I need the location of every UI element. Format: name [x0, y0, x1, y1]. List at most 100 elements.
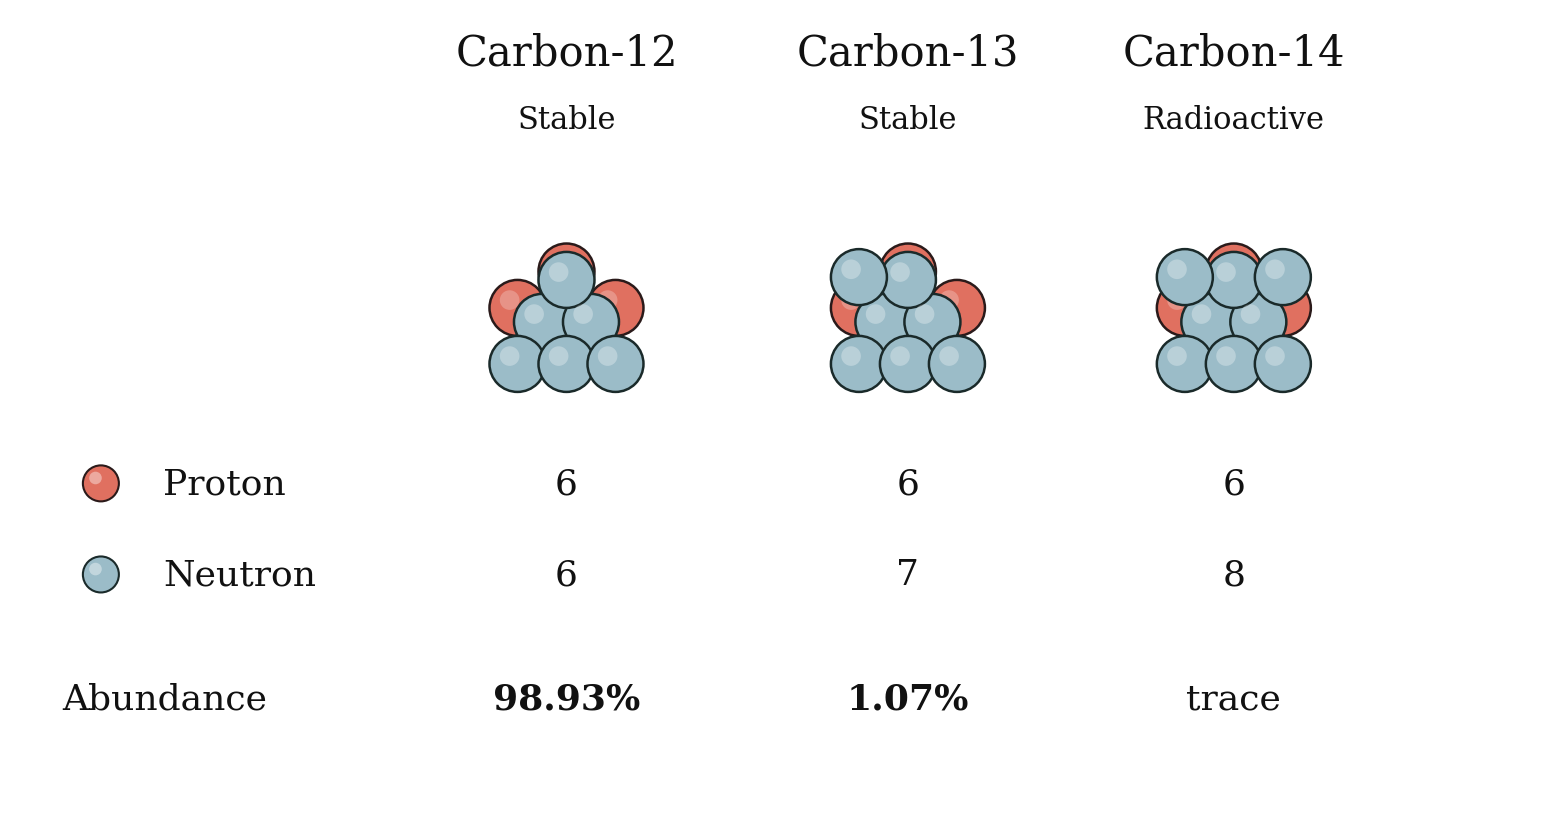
Text: 1.07%: 1.07%	[847, 681, 968, 716]
Circle shape	[500, 347, 520, 366]
Circle shape	[880, 337, 936, 393]
Circle shape	[549, 291, 568, 310]
Circle shape	[1206, 280, 1262, 337]
Circle shape	[880, 280, 936, 337]
Circle shape	[549, 255, 568, 274]
Circle shape	[1256, 337, 1311, 393]
Circle shape	[855, 294, 911, 351]
Circle shape	[1156, 280, 1212, 337]
Circle shape	[1265, 261, 1285, 280]
Circle shape	[891, 347, 909, 366]
Circle shape	[1240, 305, 1260, 324]
Text: 6: 6	[556, 466, 577, 501]
Circle shape	[830, 250, 886, 306]
Circle shape	[930, 337, 986, 393]
Circle shape	[588, 280, 644, 337]
Circle shape	[1167, 291, 1187, 310]
Circle shape	[1167, 261, 1187, 280]
Circle shape	[1192, 305, 1211, 324]
Text: 98.93%: 98.93%	[494, 681, 639, 716]
Circle shape	[891, 255, 909, 274]
Circle shape	[539, 252, 594, 308]
Circle shape	[573, 330, 593, 350]
Circle shape	[525, 305, 543, 324]
Circle shape	[1206, 337, 1262, 393]
Text: Proton: Proton	[163, 466, 286, 501]
Text: trace: trace	[1186, 681, 1282, 716]
Circle shape	[514, 320, 570, 375]
Circle shape	[841, 261, 861, 280]
Circle shape	[1265, 347, 1285, 366]
Circle shape	[1265, 291, 1285, 310]
Circle shape	[1206, 244, 1262, 300]
Circle shape	[489, 337, 545, 393]
Circle shape	[1167, 347, 1187, 366]
Circle shape	[82, 466, 120, 502]
Circle shape	[891, 263, 909, 283]
Text: 6: 6	[556, 557, 577, 592]
Circle shape	[841, 347, 861, 366]
Circle shape	[598, 347, 618, 366]
Text: Carbon-13: Carbon-13	[796, 33, 1020, 74]
Circle shape	[539, 244, 594, 300]
Circle shape	[588, 337, 644, 393]
Circle shape	[866, 330, 885, 350]
Text: Neutron: Neutron	[163, 557, 317, 592]
Circle shape	[598, 291, 618, 310]
Circle shape	[1192, 330, 1211, 350]
Circle shape	[866, 305, 885, 324]
Circle shape	[855, 320, 911, 375]
Circle shape	[563, 294, 619, 351]
Circle shape	[489, 280, 545, 337]
Circle shape	[1217, 291, 1235, 310]
Circle shape	[82, 557, 120, 593]
Circle shape	[841, 291, 861, 310]
Text: Stable: Stable	[858, 104, 958, 136]
Circle shape	[830, 280, 886, 337]
Circle shape	[830, 337, 886, 393]
Circle shape	[1240, 330, 1260, 350]
Text: 7: 7	[897, 557, 919, 592]
Circle shape	[514, 294, 570, 351]
Circle shape	[939, 291, 959, 310]
Circle shape	[563, 320, 619, 375]
Circle shape	[880, 244, 936, 300]
Circle shape	[1217, 255, 1235, 274]
Circle shape	[930, 280, 986, 337]
Circle shape	[1231, 294, 1287, 351]
Circle shape	[539, 337, 594, 393]
Circle shape	[88, 563, 102, 576]
Circle shape	[1181, 294, 1237, 351]
Circle shape	[549, 263, 568, 283]
Text: Carbon-14: Carbon-14	[1122, 33, 1346, 74]
Circle shape	[1156, 250, 1212, 306]
Circle shape	[1156, 337, 1212, 393]
Text: Radioactive: Radioactive	[1142, 104, 1325, 136]
Circle shape	[1256, 250, 1311, 306]
Circle shape	[1217, 347, 1235, 366]
Circle shape	[549, 347, 568, 366]
Text: Carbon-12: Carbon-12	[455, 33, 678, 74]
Circle shape	[905, 294, 961, 351]
Circle shape	[525, 330, 543, 350]
Text: 6: 6	[897, 466, 919, 501]
Text: Stable: Stable	[517, 104, 616, 136]
Circle shape	[905, 320, 961, 375]
Circle shape	[500, 291, 520, 310]
Circle shape	[573, 305, 593, 324]
Circle shape	[1217, 263, 1235, 283]
Circle shape	[539, 280, 594, 337]
Circle shape	[891, 291, 909, 310]
Circle shape	[914, 305, 934, 324]
Circle shape	[1256, 280, 1311, 337]
Text: 6: 6	[1223, 466, 1245, 501]
Circle shape	[914, 330, 934, 350]
Text: Abundance: Abundance	[62, 681, 267, 716]
Circle shape	[880, 252, 936, 308]
Circle shape	[88, 472, 102, 485]
Circle shape	[1206, 252, 1262, 308]
Circle shape	[1181, 320, 1237, 375]
Circle shape	[1231, 320, 1287, 375]
Text: 8: 8	[1223, 557, 1245, 592]
Circle shape	[939, 347, 959, 366]
